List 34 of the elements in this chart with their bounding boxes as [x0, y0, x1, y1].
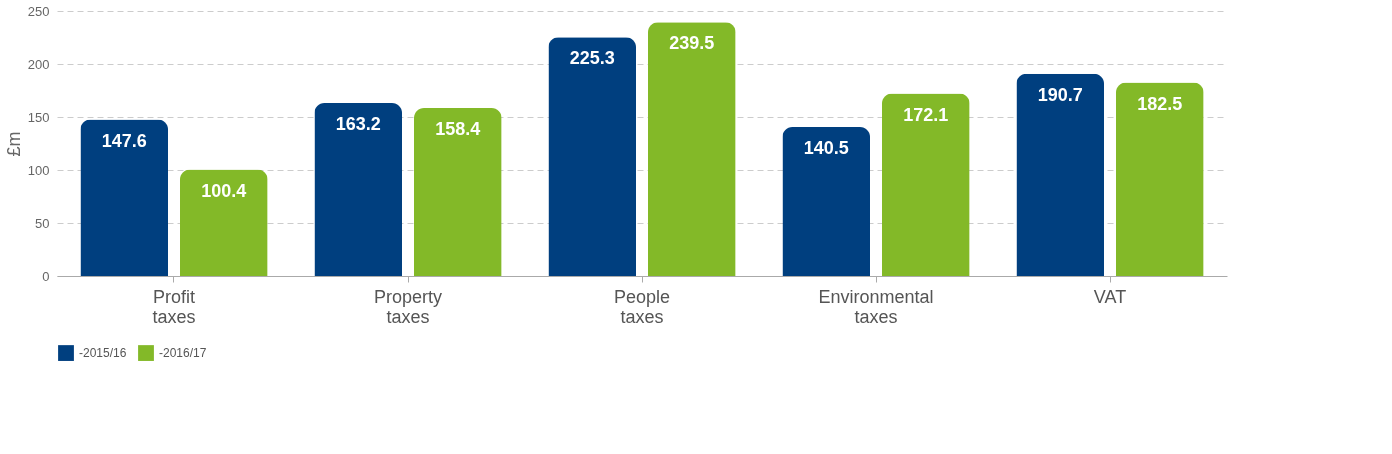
bar: [413, 108, 502, 276]
data-label: 100.4: [201, 180, 247, 201]
bar: [1115, 82, 1204, 276]
bar: [881, 93, 970, 276]
data-label: 239.5: [669, 33, 715, 54]
data-label: 140.5: [803, 138, 849, 159]
bar: [179, 169, 268, 276]
data-label: 163.2: [335, 114, 381, 135]
bar: [548, 37, 637, 276]
bar: [647, 22, 736, 276]
y-tick-label: 50: [35, 215, 50, 231]
y-tick-label: 250: [27, 3, 50, 19]
data-label: 182.5: [1137, 93, 1183, 114]
bar: [782, 127, 871, 276]
x-tick-label: People taxes: [613, 286, 671, 327]
bar: [1016, 73, 1105, 276]
data-label: 158.4: [435, 119, 481, 140]
x-tick-label: Property taxes: [373, 286, 443, 327]
bar: [80, 119, 169, 276]
bar: [314, 103, 403, 276]
x-tick-label: Profit taxes: [152, 286, 196, 327]
y-axis-title: £m: [3, 131, 24, 157]
y-tick-label: 0: [42, 268, 50, 284]
data-label: 147.6: [101, 130, 147, 151]
data-label: 172.1: [903, 104, 949, 125]
y-tick-label: 200: [27, 56, 50, 72]
legend-label: -2016/17: [159, 346, 207, 361]
x-tick-label: VAT: [1093, 286, 1127, 307]
data-label: 190.7: [1037, 84, 1083, 105]
x-tick-label: Environmental taxes: [818, 286, 934, 327]
y-tick-label: 150: [27, 109, 50, 125]
y-tick-label: 100: [27, 162, 50, 178]
legend-label: -2015/16: [79, 346, 127, 361]
data-label: 225.3: [569, 48, 615, 69]
